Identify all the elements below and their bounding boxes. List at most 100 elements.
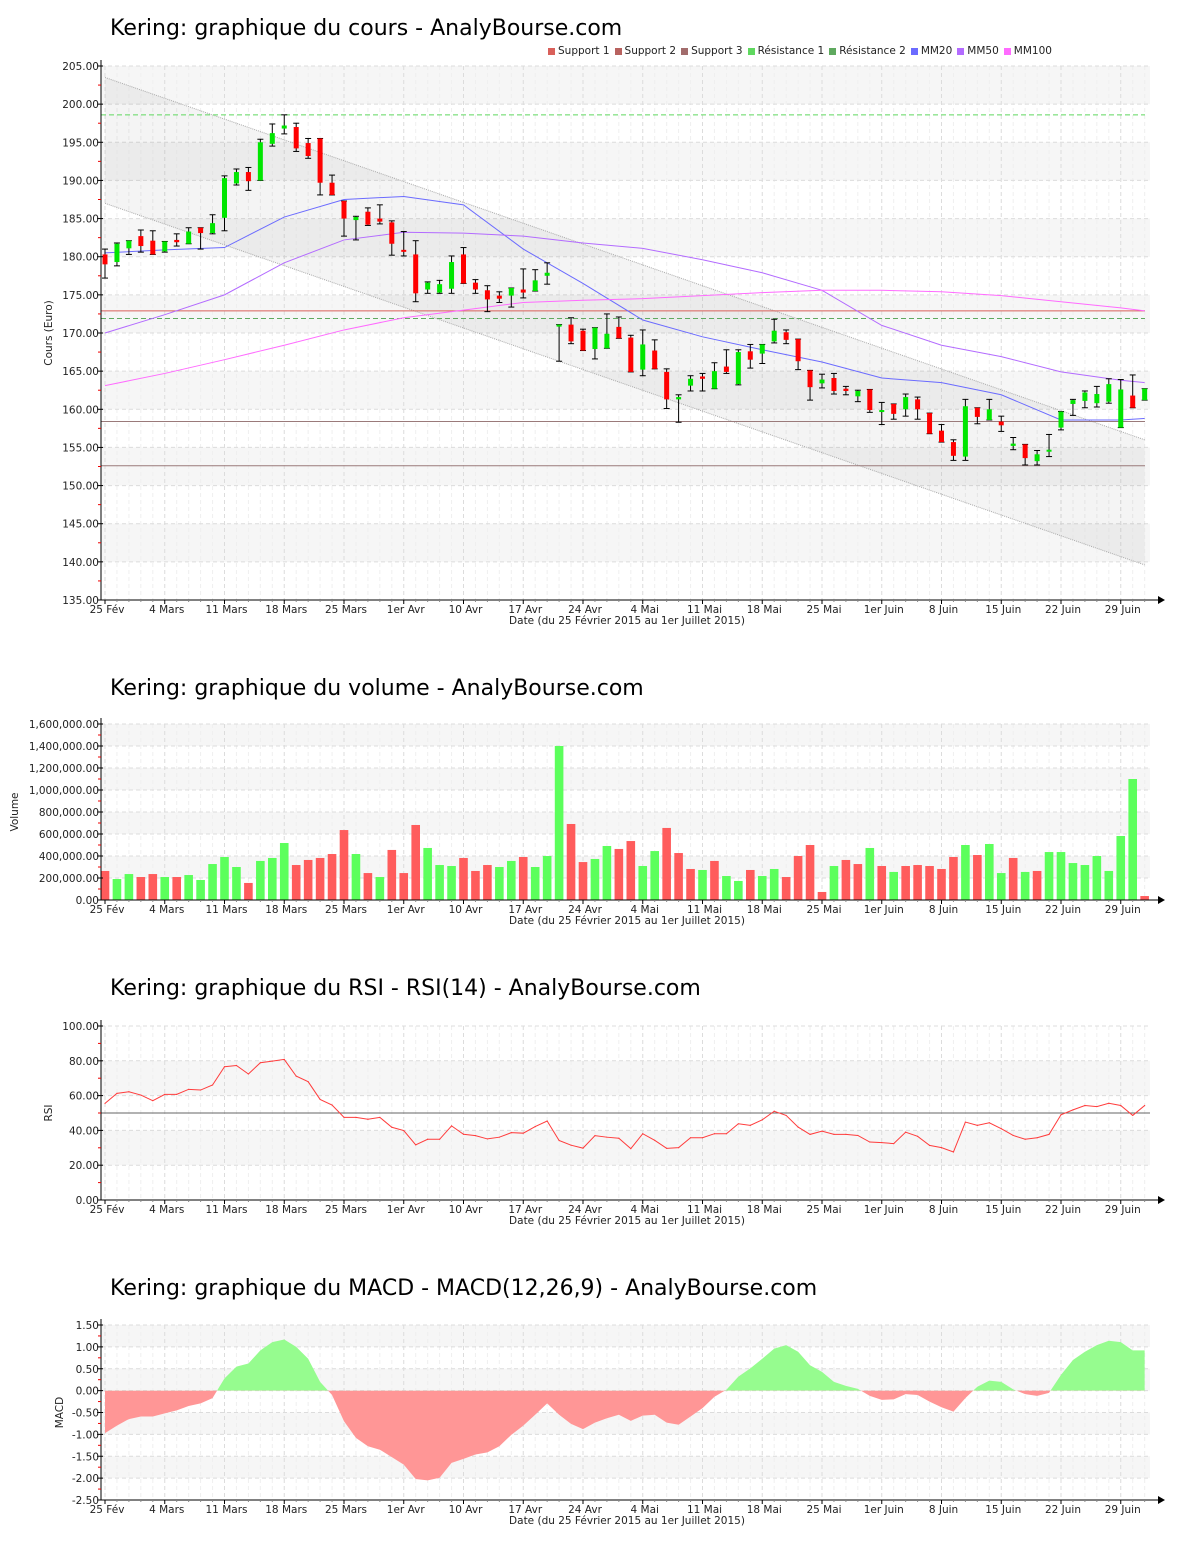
x-tick-label: 15 Juin: [985, 1504, 1021, 1516]
x-tick-label: 8 Juin: [929, 604, 958, 616]
candle-body-up: [962, 406, 968, 457]
volume-bar: [1140, 896, 1149, 900]
candle: [711, 362, 718, 390]
y-tick-label: 1.50: [76, 1320, 99, 1332]
volume-bar: [805, 845, 815, 900]
candle-body-down: [389, 222, 395, 244]
rsi-chart-title: Kering: graphique du RSI - RSI(14) - Ana…: [110, 976, 701, 1001]
y-tick-label: 135.00: [62, 595, 99, 607]
volume-bar: [363, 873, 373, 900]
candle: [472, 279, 479, 294]
x-tick-label: 24 Avr: [568, 1204, 602, 1216]
x-tick-label: 1er Juin: [864, 604, 904, 616]
candle: [508, 287, 515, 308]
rsi-point: [1144, 1104, 1146, 1107]
volume-bar: [853, 864, 863, 900]
candle: [1093, 385, 1100, 408]
rsi-point: [773, 1110, 775, 1112]
candle: [580, 328, 586, 352]
rsi-point: [988, 1122, 990, 1124]
rsi-point: [1024, 1138, 1026, 1140]
rsi-point: [247, 1073, 249, 1075]
rsi-point: [701, 1137, 704, 1139]
candle: [723, 349, 730, 374]
grid-band: [101, 1325, 1150, 1347]
x-tick-label: 18 Mai: [747, 1504, 782, 1516]
x-tick-label: 11 Mars: [206, 1204, 248, 1216]
candle: [412, 240, 419, 303]
candle-body-up: [1034, 454, 1040, 462]
y-axis-title: Cours (Euro): [43, 300, 55, 366]
volume-bar: [1080, 865, 1090, 900]
candle-body-up: [688, 378, 694, 386]
candle: [1046, 433, 1053, 458]
legend-item: MM100: [1003, 45, 1052, 57]
rsi-point: [630, 1148, 632, 1150]
rsi-point: [1120, 1104, 1122, 1107]
legend-swatch: [681, 47, 689, 55]
candle-body-down: [747, 351, 753, 360]
rsi-point: [785, 1114, 787, 1117]
volume-bar: [268, 857, 277, 900]
x-tick-label: 25 Fév: [90, 904, 125, 916]
candle: [568, 317, 575, 345]
legend-item: MM20: [910, 45, 952, 57]
volume-bar: [148, 874, 158, 900]
rsi-point: [379, 1116, 381, 1118]
candle: [388, 220, 395, 256]
rsi-point: [642, 1133, 644, 1135]
volume-bar: [865, 847, 875, 900]
x-axis-arrow-icon: [1158, 896, 1165, 904]
legend-label: MM100: [1013, 45, 1052, 57]
candle-body-up: [855, 390, 861, 397]
volume-bar: [471, 870, 480, 900]
candle: [687, 375, 694, 392]
candle-body-down: [664, 371, 670, 400]
candle: [102, 248, 108, 279]
x-tick-label: 18 Mars: [265, 1204, 307, 1216]
volume-bar: [495, 867, 504, 900]
volume-bar: [507, 860, 516, 900]
candle-body-down: [305, 143, 311, 157]
x-tick-label: 17 Avr: [508, 1504, 542, 1516]
volume-bar: [1092, 856, 1102, 900]
legend-item: MM50: [957, 45, 999, 57]
y-tick-label: 140.00: [62, 557, 99, 569]
y-tick-label: 1,200,000.00: [29, 763, 99, 775]
x-tick-label: 1er Juin: [864, 1204, 904, 1216]
candle-body-down: [317, 138, 323, 183]
candle: [1034, 449, 1041, 466]
volume-bar: [160, 877, 170, 900]
rsi-point: [797, 1126, 799, 1128]
candle-body-down: [293, 127, 299, 149]
candle: [281, 114, 288, 135]
legend-label: Support 2: [624, 45, 677, 57]
grid-band: [101, 142, 1150, 181]
y-tick-label: 155.00: [62, 442, 99, 454]
rsi-point: [809, 1133, 811, 1136]
y-tick-label: 1,600,000.00: [29, 719, 99, 731]
x-axis-title: Date (du 25 Février 2015 au 1er Juillet …: [509, 1215, 745, 1227]
rsi-point: [439, 1138, 441, 1140]
candle-body-up: [532, 280, 538, 292]
candle-body-up: [508, 287, 514, 296]
rsi-point: [486, 1138, 488, 1140]
y-tick-label: 185.00: [62, 214, 99, 226]
rsi-point: [307, 1081, 309, 1083]
candle-body-up: [1142, 388, 1148, 401]
trend-channel-area: [105, 77, 1145, 565]
candle: [436, 279, 443, 294]
rsi-point: [116, 1092, 118, 1094]
x-tick-label: 11 Mars: [206, 904, 248, 916]
x-tick-label: 10 Avr: [449, 904, 483, 916]
volume-bar: [351, 854, 361, 900]
volume-bar: [172, 877, 181, 900]
grid-band: [101, 1130, 1150, 1166]
rsi-point: [140, 1094, 142, 1096]
candle-body-down: [568, 324, 574, 342]
rsi-point: [391, 1126, 393, 1128]
volume-bar: [985, 844, 994, 900]
candle-body-down: [245, 172, 251, 182]
volume-bar: [817, 891, 827, 900]
volume-bar: [1032, 870, 1042, 900]
